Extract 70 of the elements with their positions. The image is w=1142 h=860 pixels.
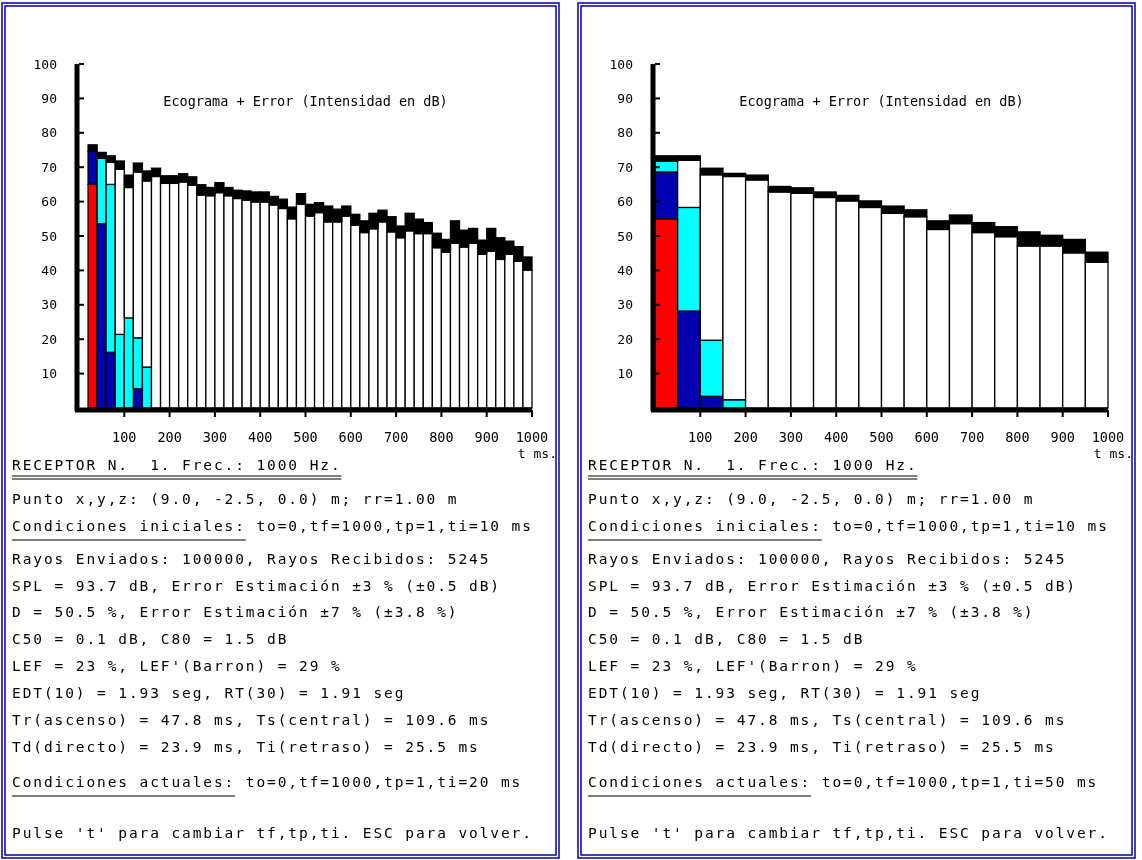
y-tick-label: 90 [617,90,633,106]
y-tick-label: 10 [617,366,633,382]
text: C50 = 0.1 dB, C80 = 1.5 dB [588,631,865,647]
text: Ecograma + Error (Intensidad en dB) [739,93,1024,109]
text: Td(directo) = 23.9 ms, Ti(retraso) = 25.5 ms [12,739,480,755]
y-tick-label: 30 [617,297,633,313]
x-tick-label: 700 [959,429,985,445]
text: Ecograma + Error (Intensidad en dB) [163,93,448,109]
text: SPL = 93.7 dB, Error Estimación ±3 % (±0.5 dB) [588,578,1077,594]
y-tick-label: 70 [617,159,633,175]
y-tick-label: 80 [617,125,633,141]
x-axis-title: t ms. [1093,446,1133,461]
text: Condiciones iniciales: to=0,tf=1000,tp=1,ti=10 ms [588,518,1109,534]
text: EDT(10) = 1.93 seg, RT(30) = 1.91 seg [588,685,982,701]
text: C50 = 0.1 dB, C80 = 1.5 dB [12,631,289,647]
x-tick-label: 800 [429,429,454,445]
x-tick-label: 1000 [515,429,549,445]
x-tick-label: 500 [293,429,318,445]
x-tick-label: 500 [869,429,894,445]
x-tick-label: 400 [248,429,273,445]
x-tick-label: 900 [474,429,499,445]
x-axis-title: t ms. [517,446,557,461]
y-tick-label: 20 [41,331,57,347]
text: RECEPTOR N. 1. Frec.: 1000 Hz. [588,457,918,473]
text: Rayos Enviados: 100000, Rayos Recibidos: 5245 [12,551,491,567]
y-tick-label: 40 [617,262,633,278]
x-tick-label: 800 [1005,429,1030,445]
text: RECEPTOR N. 1. Frec.: 1000 Hz. [12,457,342,473]
text: Pulse 't' para cambiar tf,tp,ti. ESC para volver. [12,825,533,841]
y-tick-label: 20 [617,331,633,347]
text: Tr(ascenso) = 47.8 ms, Ts(central) = 109.6 ms [12,712,491,728]
x-tick-label: 400 [824,429,849,445]
y-tick-label: 60 [41,194,57,210]
x-tick-label: 100 [688,429,713,445]
x-tick-label: 700 [383,429,409,445]
text: Pulse 't' para cambiar tf,tp,ti. ESC para volver. [588,825,1109,841]
text: LEF = 23 %, LEF'(Barron) = 29 % [12,658,342,674]
text: SPL = 93.7 dB, Error Estimación ±3 % (±0.5 dB) [12,578,501,594]
y-tick-label: 10 [41,366,57,382]
x-tick-label: 900 [1050,429,1075,445]
y-tick-label: 60 [617,194,633,210]
x-tick-label: 600 [914,429,939,445]
x-tick-label: 1000 [1091,429,1125,445]
y-tick-label: 30 [41,297,57,313]
y-tick-label: 50 [41,228,57,244]
y-tick-label: 80 [41,125,57,141]
text: Punto x,y,z: (9.0, -2.5, 0.0) m; rr=1.00 m [588,491,1035,507]
x-tick-label: 300 [778,429,804,445]
text: Tr(ascenso) = 47.8 ms, Ts(central) = 109.6 ms [588,712,1067,728]
y-tick-label: 50 [617,228,633,244]
text: Rayos Enviados: 100000, Rayos Recibidos: 5245 [588,551,1067,567]
y-tick-label: 40 [41,262,57,278]
text: Condiciones actuales: to=0,tf=1000,tp=1,ti=20 ms [12,774,523,790]
text: D = 50.5 %, Error Estimación ±7 % (±3.8 %) [588,604,1035,620]
text: EDT(10) = 1.93 seg, RT(30) = 1.91 seg [12,685,406,701]
text: LEF = 23 %, LEF'(Barron) = 29 % [588,658,918,674]
y-tick-label: 100 [609,56,633,72]
text: D = 50.5 %, Error Estimación ±7 % (±3.8 %) [12,604,459,620]
y-tick-label: 70 [41,159,57,175]
text: Condiciones actuales: to=0,tf=1000,tp=1,ti=50 ms [588,774,1099,790]
text: Condiciones iniciales: to=0,tf=1000,tp=1,ti=10 ms [12,518,533,534]
x-tick-label: 200 [157,429,182,445]
y-tick-label: 90 [41,90,57,106]
x-tick-label: 600 [338,429,363,445]
x-tick-label: 300 [202,429,228,445]
text: Td(directo) = 23.9 ms, Ti(retraso) = 25.5 ms [588,739,1056,755]
x-tick-label: 100 [112,429,137,445]
y-tick-label: 100 [33,56,57,72]
x-tick-label: 200 [733,429,758,445]
text: Punto x,y,z: (9.0, -2.5, 0.0) m; rr=1.00 m [12,491,459,507]
